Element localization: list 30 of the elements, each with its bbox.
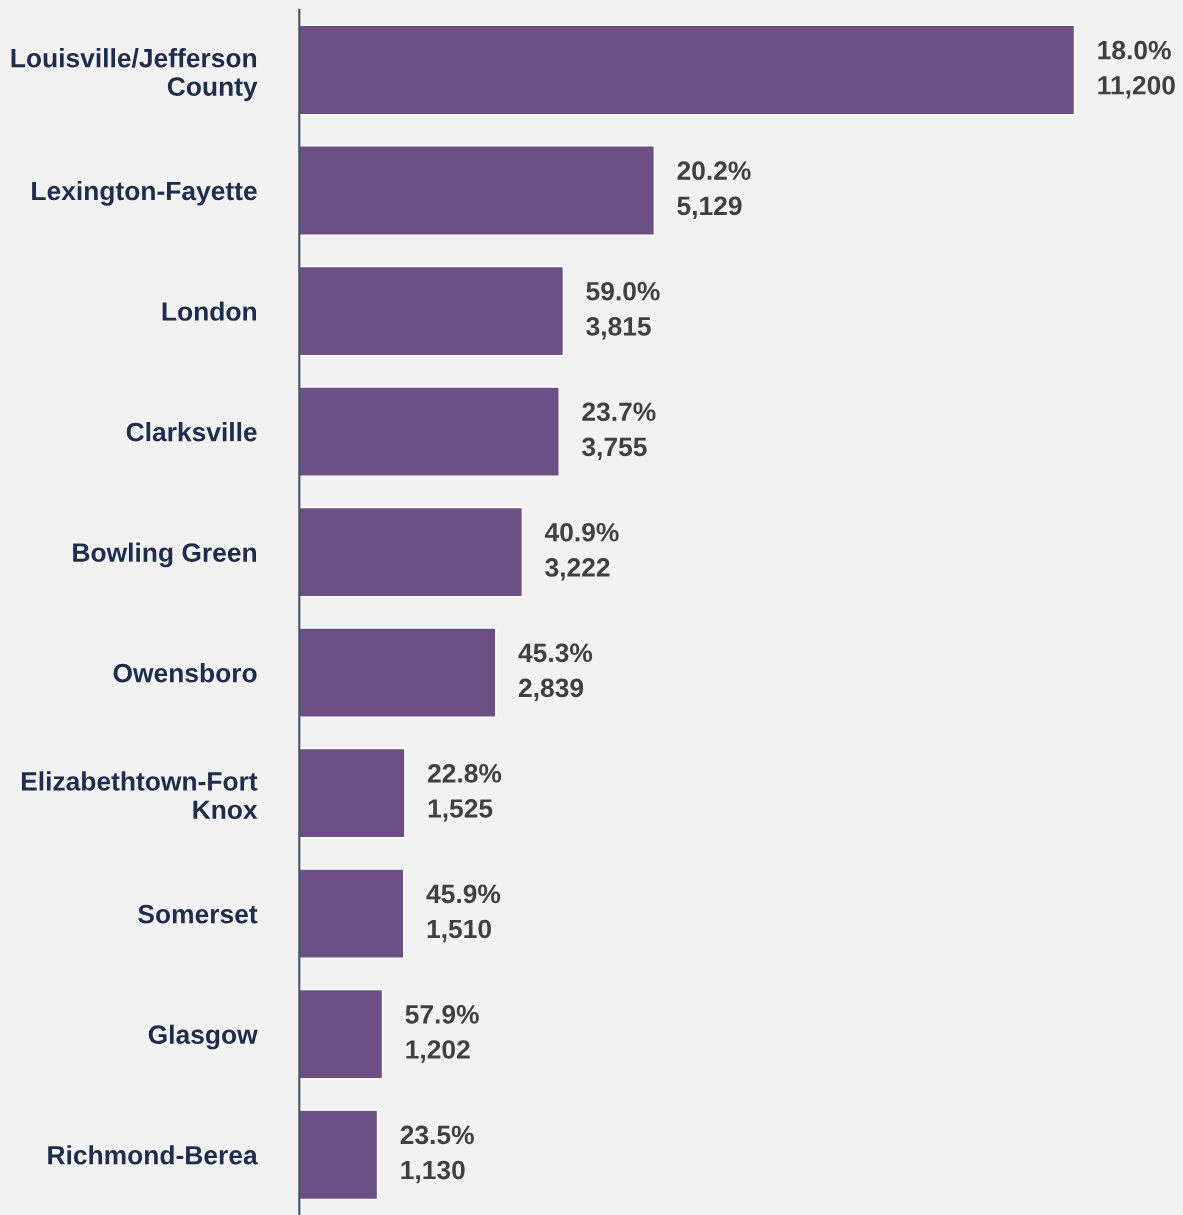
data-label: 59.0% 3,815 <box>586 281 660 340</box>
data-label: 20.2% 5,129 <box>677 161 751 219</box>
bar <box>299 1109 379 1201</box>
y-tick-label: Somerset <box>138 904 258 924</box>
bar <box>299 627 497 718</box>
data-label: 23.5% 1,130 <box>400 1125 474 1184</box>
data-label: 23.7% 3,755 <box>582 402 656 461</box>
bar <box>299 24 1076 116</box>
bar <box>299 747 406 839</box>
data-label: 45.3% 2,839 <box>518 643 593 702</box>
y-tick-label: Richmond-Berea <box>48 1145 258 1165</box>
data-label: 40.9% 3,222 <box>544 522 619 581</box>
y-tick-label: Owensboro <box>113 663 257 683</box>
y-tick-label: Glasgow <box>148 1024 258 1050</box>
y-tick-label: Elizabethtown-Fort Knox <box>21 771 258 820</box>
bar <box>299 868 405 959</box>
data-label: 45.9% 1,510 <box>426 884 501 943</box>
data-label: 57.9% 1,202 <box>405 1005 479 1063</box>
bar <box>299 145 655 236</box>
bar <box>299 386 560 477</box>
y-tick-label: Clarksville <box>126 422 257 442</box>
bar <box>299 265 565 357</box>
bar <box>299 988 384 1080</box>
data-label: 22.8% 1,525 <box>427 763 502 822</box>
data-label: 18.0% 11,200 <box>1098 40 1175 99</box>
y-tick-label: Lexington-Fayette <box>32 180 257 206</box>
bar <box>299 506 523 598</box>
y-tick-label: Louisville/Jefferson County <box>11 48 258 102</box>
y-tick-label: Bowling Green <box>73 542 257 568</box>
y-tick-label: London <box>162 301 257 321</box>
